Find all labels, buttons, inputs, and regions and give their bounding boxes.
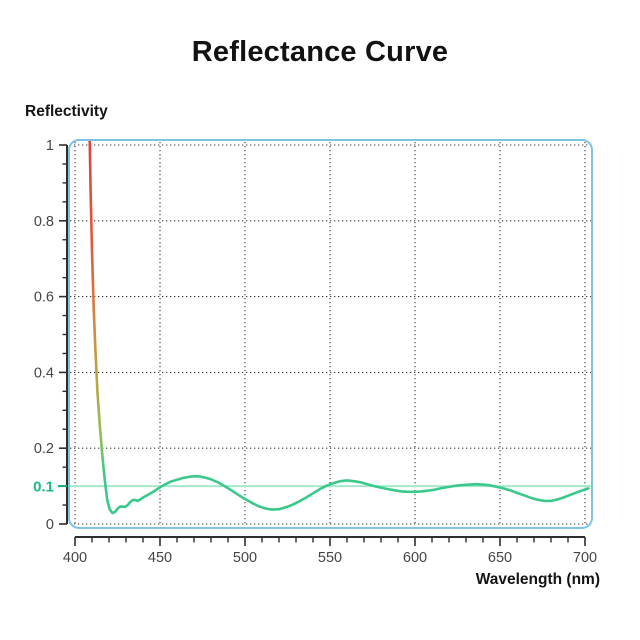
x-axis-title: Wavelength (nm) (475, 571, 600, 588)
reference-tick-label: 0.1 (33, 479, 54, 496)
plot-frame (68, 139, 593, 529)
chart-title: Reflectance Curve (191, 36, 449, 68)
y-tick-label: 0.8 (34, 214, 54, 230)
x-tick-label: 700 (573, 550, 597, 566)
y-tick-label: 0.4 (34, 365, 54, 381)
y-tick-label: 1 (46, 138, 54, 154)
y-tick-label: 0.6 (34, 290, 54, 306)
x-tick-label: 600 (403, 550, 427, 566)
y-tick-label: 0 (46, 517, 54, 533)
x-tick-label: 650 (488, 550, 512, 566)
x-tick-label: 450 (148, 550, 172, 566)
x-tick-label: 550 (318, 550, 342, 566)
x-tick-label: 400 (63, 550, 87, 566)
reflectance-curve (88, 141, 590, 515)
y-tick-label: 0.2 (34, 441, 54, 457)
y-axis-title: Reflectivity (25, 103, 108, 120)
x-tick-label: 500 (233, 550, 257, 566)
